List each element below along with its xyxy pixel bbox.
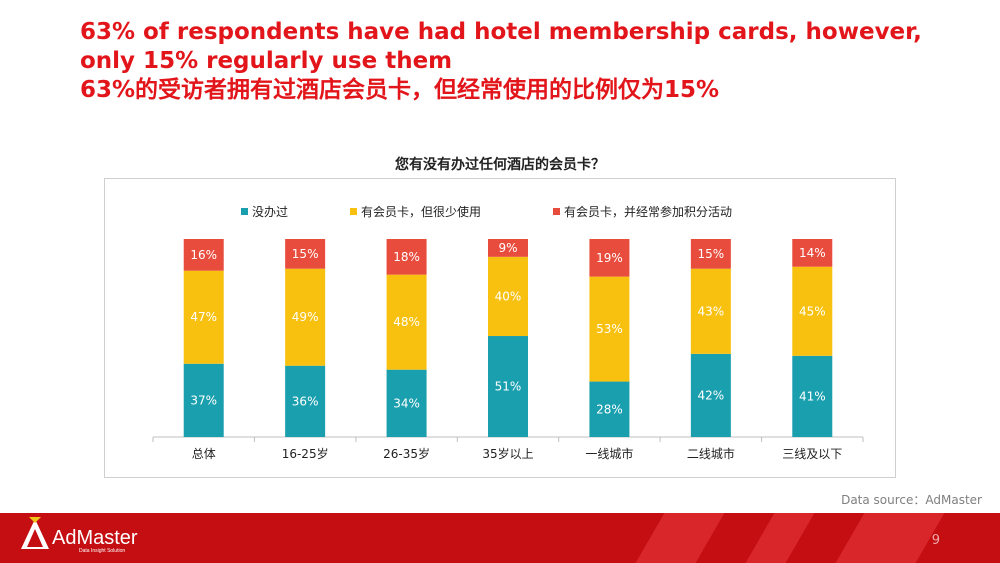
legend-label: 有会员卡，并经常参加积分活动 bbox=[564, 204, 732, 219]
data-label: 15% bbox=[292, 247, 319, 261]
data-label: 14% bbox=[799, 246, 826, 260]
data-source-note: Data source：AdMaster bbox=[841, 493, 982, 507]
bar-segment bbox=[589, 381, 630, 437]
data-label: 19% bbox=[596, 251, 623, 265]
data-label: 28% bbox=[596, 402, 623, 416]
bar-segment bbox=[488, 336, 528, 437]
data-label: 48% bbox=[393, 315, 420, 329]
bar-segment bbox=[386, 239, 427, 275]
x-tick-label: 三线及以下 bbox=[782, 447, 842, 461]
bar-segment bbox=[589, 276, 630, 382]
footer-stripe bbox=[835, 513, 945, 563]
data-label: 51% bbox=[495, 380, 522, 394]
bar-segment bbox=[183, 270, 224, 364]
logo-tagline: Data Insight Solution bbox=[79, 548, 126, 554]
bar-segment bbox=[589, 239, 630, 277]
data-label: 40% bbox=[495, 289, 522, 303]
data-label: 43% bbox=[698, 304, 725, 318]
x-tick-label: 二线城市 bbox=[687, 446, 735, 461]
data-label: 47% bbox=[190, 310, 217, 324]
data-label: 37% bbox=[190, 393, 217, 407]
data-label: 9% bbox=[498, 241, 517, 255]
legend-label: 有会员卡，但很少使用 bbox=[361, 204, 481, 219]
page-number: 9 bbox=[931, 533, 940, 548]
bar-segment bbox=[386, 274, 427, 370]
headline-line-3: 63%的受访者拥有过酒店会员卡，但经常使用的比例仅为15% bbox=[80, 77, 720, 103]
data-label: 42% bbox=[698, 388, 725, 402]
data-label: 53% bbox=[596, 322, 623, 336]
bar-segment bbox=[488, 256, 528, 337]
x-tick-label: 总体 bbox=[192, 447, 216, 461]
bar-segment bbox=[792, 355, 833, 437]
x-tick-label: 一线城市 bbox=[585, 446, 633, 461]
footer-stripe bbox=[635, 513, 725, 563]
bar-segment bbox=[386, 369, 427, 437]
headline-line-2: only 15% regularly use them bbox=[80, 48, 453, 74]
data-label: 36% bbox=[292, 394, 319, 408]
logo-text: AdMaster bbox=[52, 527, 138, 549]
data-label: 34% bbox=[393, 396, 420, 410]
data-label: 16% bbox=[190, 248, 217, 262]
bar-segment bbox=[285, 365, 326, 437]
bar-segment bbox=[792, 239, 833, 267]
legend-swatch bbox=[553, 208, 560, 215]
data-label: 49% bbox=[292, 310, 319, 324]
bar-segment bbox=[183, 239, 224, 271]
bar-segment bbox=[285, 268, 326, 366]
chart-title: 您有没有办过任何酒店的会员卡？ bbox=[395, 157, 605, 173]
legend-label: 没办过 bbox=[252, 204, 288, 219]
x-tick-label: 26-35岁 bbox=[383, 446, 430, 461]
bar-segment bbox=[183, 363, 224, 437]
headline-line-1: 63% of respondents have had hotel member… bbox=[80, 19, 922, 45]
bar-segment bbox=[792, 266, 833, 356]
bar-segment bbox=[690, 268, 731, 354]
data-label: 15% bbox=[698, 247, 725, 261]
legend-swatch bbox=[350, 208, 357, 215]
admaster-logo-icon bbox=[21, 517, 49, 549]
footer-bar bbox=[0, 513, 1000, 563]
footer-stripe bbox=[745, 513, 815, 563]
legend-swatch bbox=[241, 208, 248, 215]
headline: 63% of respondents have had hotel member… bbox=[80, 18, 960, 105]
bar-segment bbox=[690, 239, 731, 269]
bar-segment bbox=[488, 239, 528, 257]
chart-frame: 没办过 有会员卡，但很少使用 有会员卡，并经常参加积分活动 37% 47% 16% 总体 36… bbox=[104, 178, 896, 478]
data-label: 45% bbox=[799, 304, 826, 318]
bar-segment bbox=[690, 353, 731, 437]
data-label: 41% bbox=[799, 389, 826, 403]
x-tick-label: 35岁以上 bbox=[482, 446, 533, 461]
bar-segment bbox=[285, 239, 326, 269]
data-label: 18% bbox=[393, 250, 420, 264]
x-tick-label: 16-25岁 bbox=[282, 446, 329, 461]
stacked-bar-chart: 没办过 有会员卡，但很少使用 有会员卡，并经常参加积分活动 37% 47% 16% 总体 36… bbox=[152, 204, 864, 461]
